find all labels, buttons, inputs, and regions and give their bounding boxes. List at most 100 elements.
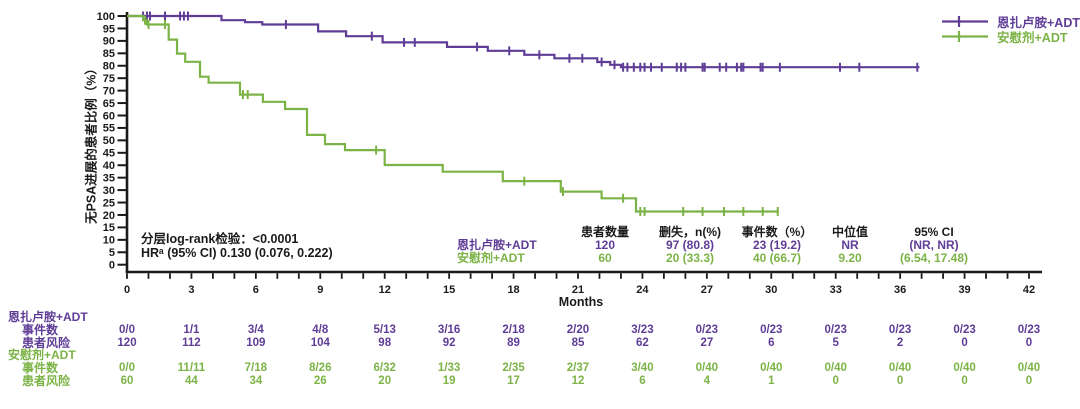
risk-cell: 19 <box>442 375 456 387</box>
risk-cell: 89 <box>507 337 520 349</box>
x-tick-label: 15 <box>443 284 455 296</box>
x-tick-label: 18 <box>507 284 519 296</box>
y-tick-label: 95 <box>103 23 115 35</box>
risk-cell: 8/26 <box>309 362 332 374</box>
y-tick-label: 65 <box>103 98 115 110</box>
legend: 恩扎卢胺+ADT 安慰剂+ADT <box>941 14 1080 45</box>
summary-header-censored: 删失，n(%) <box>659 225 721 239</box>
summary-cell: 20 (33.3) <box>665 251 715 265</box>
summary-cell: 9.20 <box>838 251 862 265</box>
y-tick-label: 85 <box>103 48 115 60</box>
risk-cell: 44 <box>185 375 198 387</box>
logrank-stat: 分层log-rank检验：<0.0001 <box>141 232 299 246</box>
summary-header-events: 事件数（%） <box>741 225 813 239</box>
risk-cell: 0/23 <box>1017 324 1041 336</box>
legend-item-enzalutamide: 恩扎卢胺+ADT <box>941 14 1080 30</box>
risk-cell: 0/23 <box>953 324 976 336</box>
risk-cell: 5/13 <box>373 324 396 336</box>
risk-cell: 62 <box>636 337 649 349</box>
risk-cell: 0 <box>961 337 968 349</box>
risk-cell: 85 <box>571 337 585 349</box>
summary-cell: NR <box>841 238 859 252</box>
y-tick-label: 50 <box>103 135 115 147</box>
risk-cell: 5 <box>832 337 839 349</box>
summary-header-ci: 95% CI <box>914 225 954 239</box>
risk-cell: 98 <box>378 337 392 349</box>
risk-cell: 3/16 <box>437 324 461 336</box>
x-tick-label: 12 <box>379 284 391 296</box>
risk-cell: 1/1 <box>183 324 200 336</box>
x-tick-label: 6 <box>253 284 259 296</box>
y-tick-label: 90 <box>103 36 115 48</box>
legend-label-enzalutamide: 恩扎卢胺+ADT <box>997 16 1080 30</box>
risk-row-label-at-risk: 患者风险 <box>22 374 71 388</box>
risk-cell: 0/0 <box>119 362 135 374</box>
risk-cell: 2/18 <box>502 324 525 336</box>
y-tick-label: 0 <box>109 260 115 272</box>
risk-cell: 6 <box>768 337 775 349</box>
km-line-censor-icon <box>942 31 988 42</box>
summary-header-patients: 患者数量 <box>580 225 629 239</box>
y-tick-label: 75 <box>103 73 115 85</box>
legend-item-placebo: 安慰剂+ADT <box>941 29 1080 45</box>
risk-cell: 1/33 <box>437 362 461 374</box>
y-tick-label: 15 <box>103 222 115 234</box>
legend-label-placebo: 安慰剂+ADT <box>997 31 1068 45</box>
risk-cell: 34 <box>249 375 263 387</box>
risk-cell: 20 <box>378 375 392 387</box>
risk-cell: 4/8 <box>312 324 329 336</box>
y-tick-label: 25 <box>103 197 115 209</box>
summary-header-median: 中位值 <box>831 225 868 239</box>
x-tick-label: 3 <box>188 284 194 296</box>
risk-cell: 17 <box>507 375 520 387</box>
summary-cell: (NR, NR) <box>909 238 959 252</box>
x-tick-label: 9 <box>317 284 323 296</box>
x-tick-label: 27 <box>701 284 713 296</box>
risk-cell: 0/40 <box>695 362 719 374</box>
risk-group-label-enzalutamide: 恩扎卢胺+ADT <box>8 310 88 324</box>
summary-cell: 40 (66.7) <box>752 251 802 265</box>
risk-cell: 109 <box>246 337 266 349</box>
risk-cell: 0/40 <box>760 362 783 374</box>
x-tick-label: 36 <box>894 284 906 296</box>
x-tick-label: 0 <box>124 284 130 296</box>
summary-cell: 120 <box>594 238 616 252</box>
risk-cell: 0/40 <box>953 362 976 374</box>
x-tick-label: 21 <box>572 284 584 296</box>
y-axis-title: 无PSA进展的患者比例（%） <box>84 62 99 224</box>
km-line-censor-icon <box>942 16 988 27</box>
y-tick-label: 45 <box>103 148 115 160</box>
x-tick-label: 30 <box>765 284 777 296</box>
y-tick-label: 20 <box>103 210 115 222</box>
risk-cell: 4 <box>703 375 711 387</box>
risk-cell: 2 <box>896 337 904 349</box>
y-tick-label: 70 <box>103 85 115 97</box>
x-tick-label: 33 <box>830 284 842 296</box>
risk-cell: 6/32 <box>373 362 396 374</box>
risk-group-label-placebo: 安慰剂+ADT <box>8 348 76 362</box>
y-tick-label: 35 <box>103 172 115 184</box>
risk-cell: 0/23 <box>695 324 719 336</box>
y-tick-label: 30 <box>103 185 115 197</box>
risk-cell: 112 <box>182 337 201 349</box>
risk-row-label-events: 事件数 <box>22 323 59 337</box>
risk-cell: 3/40 <box>631 362 654 374</box>
risk-cell: 2/37 <box>566 362 590 374</box>
risk-cell: 0/23 <box>888 324 912 336</box>
y-tick-label: 40 <box>103 160 115 172</box>
risk-cell: 92 <box>442 337 456 349</box>
x-tick-label: 24 <box>636 284 649 296</box>
km-curve-enzalutamide <box>127 14 920 69</box>
risk-cell: 0/40 <box>1017 362 1041 374</box>
risk-cell: 26 <box>313 375 327 387</box>
risk-cell: 0 <box>1025 337 1033 349</box>
summary-row-label-placebo: 安慰剂+ADT <box>457 251 525 265</box>
risk-cell: 0 <box>896 375 904 387</box>
y-tick-label: 100 <box>97 11 115 23</box>
risk-cell: 27 <box>700 337 714 349</box>
risk-cell: 120 <box>117 337 137 349</box>
hazard-ratio-stat: HRᵃ (95% CI) 0.130 (0.076, 0.222) <box>141 246 333 260</box>
risk-cell: 2/20 <box>566 324 590 336</box>
x-axis-title: Months <box>558 295 604 309</box>
risk-cell: 12 <box>571 375 585 387</box>
